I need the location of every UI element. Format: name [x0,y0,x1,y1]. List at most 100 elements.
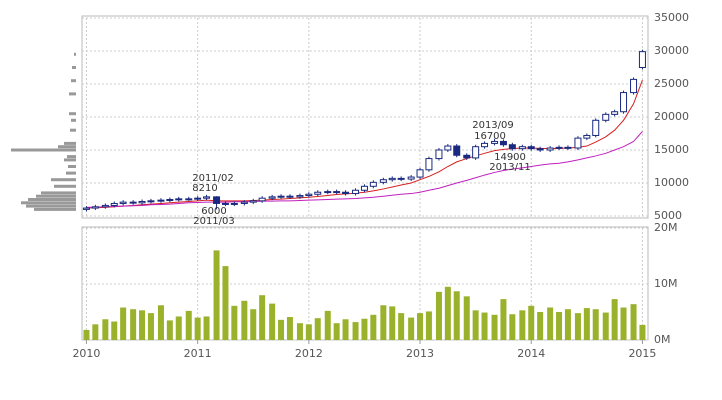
candle-body [240,201,248,204]
annotation: 2011/03 [193,216,235,227]
x-tick-label: 2014 [517,347,545,360]
candle-body [203,196,211,199]
volume-profile-bar [66,171,76,175]
volume-bar [602,312,609,340]
volume-bar [380,305,387,340]
candle-body [481,142,489,148]
volume-bar [175,316,182,340]
candle-body [166,199,174,201]
y-tick-label: 35000 [654,11,689,24]
candle-body [453,145,461,156]
candle-body [472,146,480,159]
candle-body [518,146,526,150]
candle-body [185,198,193,201]
volume-bar [370,314,377,340]
y-tick-label: 30000 [654,44,689,57]
y-tick-label: 20M [654,221,678,234]
volume-profile-bar [21,201,76,205]
volume-profile-bar [34,207,76,211]
annotation: 2011/02 [192,173,234,184]
volume-bar [491,314,498,340]
candle-body [620,92,628,113]
volume-bar [194,317,201,340]
volume-profile-bar [71,118,76,122]
candle-body [333,191,341,194]
candle-body [369,181,377,187]
candle-body [138,200,146,204]
candle-body [360,185,368,191]
volume-bar [389,306,396,340]
moving-average [86,131,643,208]
candle-body [314,191,322,195]
volume-profile-bar [64,158,76,162]
volume-bar [408,317,415,340]
candle-body [119,201,127,204]
candle-body [82,207,90,210]
volume-bar [564,309,571,340]
volume-bar [139,310,146,340]
candle-body [527,146,535,150]
volume-bar [250,309,257,340]
candle-body [110,202,118,206]
volume-bar [583,308,590,340]
volume-profile-bar [68,165,76,168]
candle-body [91,206,99,209]
x-tick-label: 2012 [295,347,323,360]
annotation: 16700 [474,131,506,142]
candle-body [638,51,646,68]
volume-profile-bar [28,198,76,201]
candle-body [157,199,165,202]
volume-bar [324,310,331,340]
volume-profile-bar [11,148,76,152]
candle-body [583,134,591,139]
volume-bar [537,312,544,340]
y-tick-label: 0M [654,333,671,346]
volume-bar [130,309,137,340]
candle-body [416,169,424,178]
candle-body [221,202,229,205]
y-tick-label: 5000 [654,209,682,222]
volume-bar [111,321,118,340]
y-tick-label: 10M [654,277,678,290]
volume-bar [444,286,451,340]
volume-bar [92,324,99,340]
volume-bar [222,266,229,340]
volume-bar [157,305,164,340]
volume-bar [592,309,599,340]
volume-bar [528,305,535,340]
volume-profile-bar [71,79,76,83]
candle-body [592,119,600,136]
volume-bar [611,299,618,340]
candle-body [213,196,221,204]
volume-bar [574,313,581,340]
candle-body [175,198,183,201]
volume-bar [398,313,405,340]
volume-bar [509,314,516,340]
volume-bar [286,317,293,340]
volume-profile-bar [74,52,76,56]
candle-body [194,197,202,200]
candle-body [463,154,471,159]
volume-bar [342,319,349,340]
volume-bar [639,324,646,340]
volume-profile-bar [69,112,76,116]
candle-body [444,145,452,151]
volume-bar [269,303,276,340]
volume-bar [500,299,507,340]
candle-body [491,140,499,144]
volume-bar [259,295,266,340]
volume-bar [102,319,109,340]
volume-bar [481,312,488,340]
y-tick-label: 10000 [654,176,689,189]
annotation: 14900 [494,152,526,163]
x-tick-label: 2011 [184,347,212,360]
volume-bar [453,291,460,340]
volume-bar [278,319,285,340]
candle-body [342,191,350,195]
volume-bar [231,305,238,340]
volume-bar [630,304,637,340]
volume-profile-bar [69,92,76,96]
volume-bar [547,307,554,340]
candle-body [305,193,313,197]
